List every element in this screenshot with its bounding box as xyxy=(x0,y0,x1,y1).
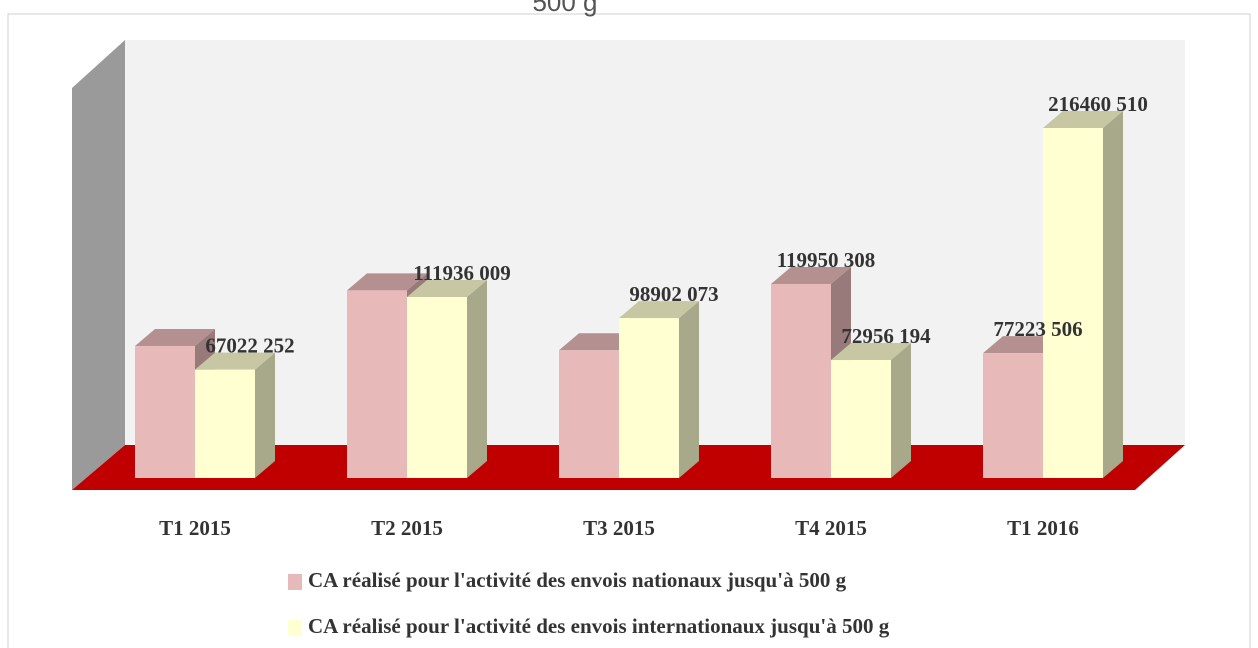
bar-top xyxy=(135,329,215,347)
data-label: 98902 073 xyxy=(629,282,718,306)
bar xyxy=(407,280,487,478)
x-tick-label: T2 2015 xyxy=(371,516,443,540)
legend-swatch xyxy=(288,620,302,636)
data-label: 72956 194 xyxy=(841,324,931,348)
bar-top xyxy=(1043,111,1123,128)
bar xyxy=(195,352,275,478)
chart-frame xyxy=(7,13,1251,648)
bar xyxy=(1043,111,1123,478)
bar xyxy=(619,301,699,478)
bar-side xyxy=(679,301,699,478)
side-wall xyxy=(72,40,125,490)
bar-top xyxy=(407,280,487,298)
x-tick-label: T1 2016 xyxy=(1007,516,1079,540)
bar xyxy=(771,267,851,478)
bar-top xyxy=(619,301,699,319)
bar-top xyxy=(831,343,911,361)
bar-front xyxy=(195,369,255,478)
bar-front xyxy=(559,350,619,478)
bar-front xyxy=(619,318,679,478)
bar xyxy=(831,343,911,478)
bars xyxy=(135,111,1123,478)
bar-top xyxy=(195,352,275,370)
data-label: 119950 308 xyxy=(777,248,876,272)
bar-front xyxy=(347,290,407,478)
legend-label: CA réalisé pour l'activité des envois na… xyxy=(308,568,847,592)
bar-side xyxy=(891,343,911,478)
chart-title: 500 g xyxy=(532,0,597,17)
x-tick-label: T3 2015 xyxy=(583,516,655,540)
bar-side xyxy=(467,280,487,478)
bar-top xyxy=(771,267,851,285)
bar-front xyxy=(771,284,831,478)
legend-label: CA réalisé pour l'activité des envois in… xyxy=(308,614,890,638)
x-tick-label: T4 2015 xyxy=(795,516,867,540)
bar-side xyxy=(1103,111,1123,478)
bar-side xyxy=(255,352,275,478)
bar-front xyxy=(831,360,891,478)
legend-swatch xyxy=(288,574,302,590)
bar-top xyxy=(347,273,427,291)
data-label: 67022 252 xyxy=(205,333,294,357)
bar-front xyxy=(983,353,1043,478)
bar-front xyxy=(135,346,195,478)
bar-front xyxy=(1043,128,1103,478)
x-tick-label: T1 2015 xyxy=(159,516,231,540)
bar-front xyxy=(407,297,467,478)
data-label: 216460 510 xyxy=(1048,92,1148,116)
data-label: 111936 009 xyxy=(413,261,510,285)
data-label: 77223 506 xyxy=(993,317,1082,341)
